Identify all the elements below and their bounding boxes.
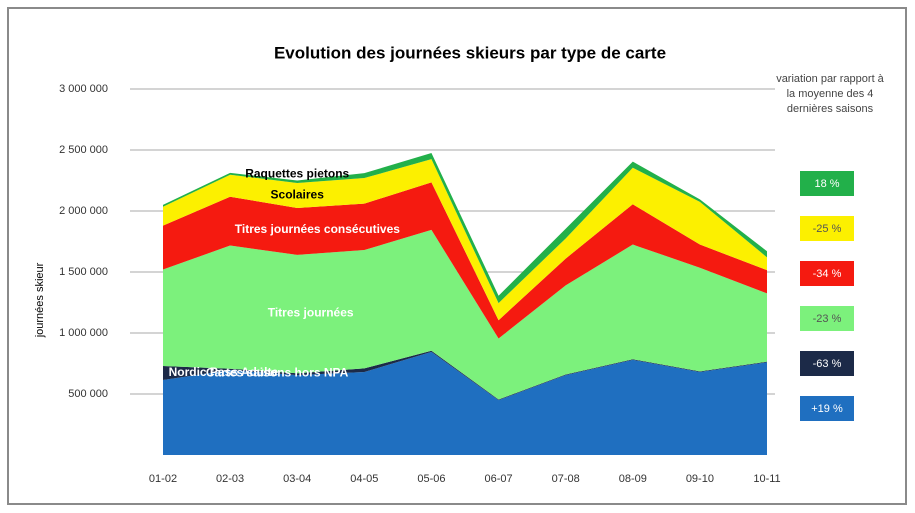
x-tick-label: 07-08 <box>552 473 580 485</box>
y-tick-label: 2 500 000 <box>59 144 108 156</box>
variation-label: -63 % <box>813 358 842 370</box>
side-note-box: variation par rapport à la moyenne des 4… <box>776 73 884 115</box>
y-tick-label: 3 000 000 <box>59 83 108 95</box>
area <box>163 159 767 321</box>
legend-swatch <box>800 171 854 196</box>
area <box>163 351 767 455</box>
x-tick-label: 06-07 <box>484 473 512 485</box>
y-tick-label: 500 000 <box>68 388 108 400</box>
legend-swatch <box>800 306 854 331</box>
series-label: Raquettes pietons <box>245 167 349 181</box>
x-tick-label: 01-02 <box>149 473 177 485</box>
x-tick-label: 10-11 <box>753 473 780 485</box>
y-tick-label: 2 000 000 <box>59 205 108 217</box>
area <box>163 182 767 339</box>
x-tick-label: 03-04 <box>283 473 311 485</box>
chart-title: Evolution des journées skieurs par type … <box>274 43 666 62</box>
side-note: variation par rapport à la moyenne des 4… <box>776 73 884 115</box>
x-tick-label: 08-09 <box>619 473 647 485</box>
y-tick-label: 1 500 000 <box>59 266 108 278</box>
legend-swatch <box>800 216 854 241</box>
variation-label: -23 % <box>813 313 842 325</box>
series-label: Scolaires <box>271 188 325 202</box>
x-tick-label: 04-05 <box>350 473 378 485</box>
series-label: Titres journées consécutives <box>235 222 401 236</box>
variation-label: -34 % <box>813 268 842 280</box>
legend-swatch <box>800 261 854 286</box>
y-axis-label: journées skieur <box>34 262 46 338</box>
variation-label: -25 % <box>813 223 842 235</box>
y-tick-label: 1 000 000 <box>59 327 108 339</box>
legend-swatch <box>800 351 854 376</box>
variation-label: +19 % <box>811 403 843 415</box>
legend-swatch <box>800 396 854 421</box>
x-tick-label: 05-06 <box>417 473 445 485</box>
x-tick-label: 02-03 <box>216 473 244 485</box>
area <box>163 153 767 304</box>
series-label: Cartes saisons hors NPA <box>206 366 349 380</box>
variation-label: 18 % <box>814 178 839 190</box>
series-label: Titres journées <box>268 305 354 319</box>
x-tick-label: 09-10 <box>686 473 714 485</box>
series-label: Nordic Pass Adulte <box>169 365 279 379</box>
area <box>163 229 767 400</box>
